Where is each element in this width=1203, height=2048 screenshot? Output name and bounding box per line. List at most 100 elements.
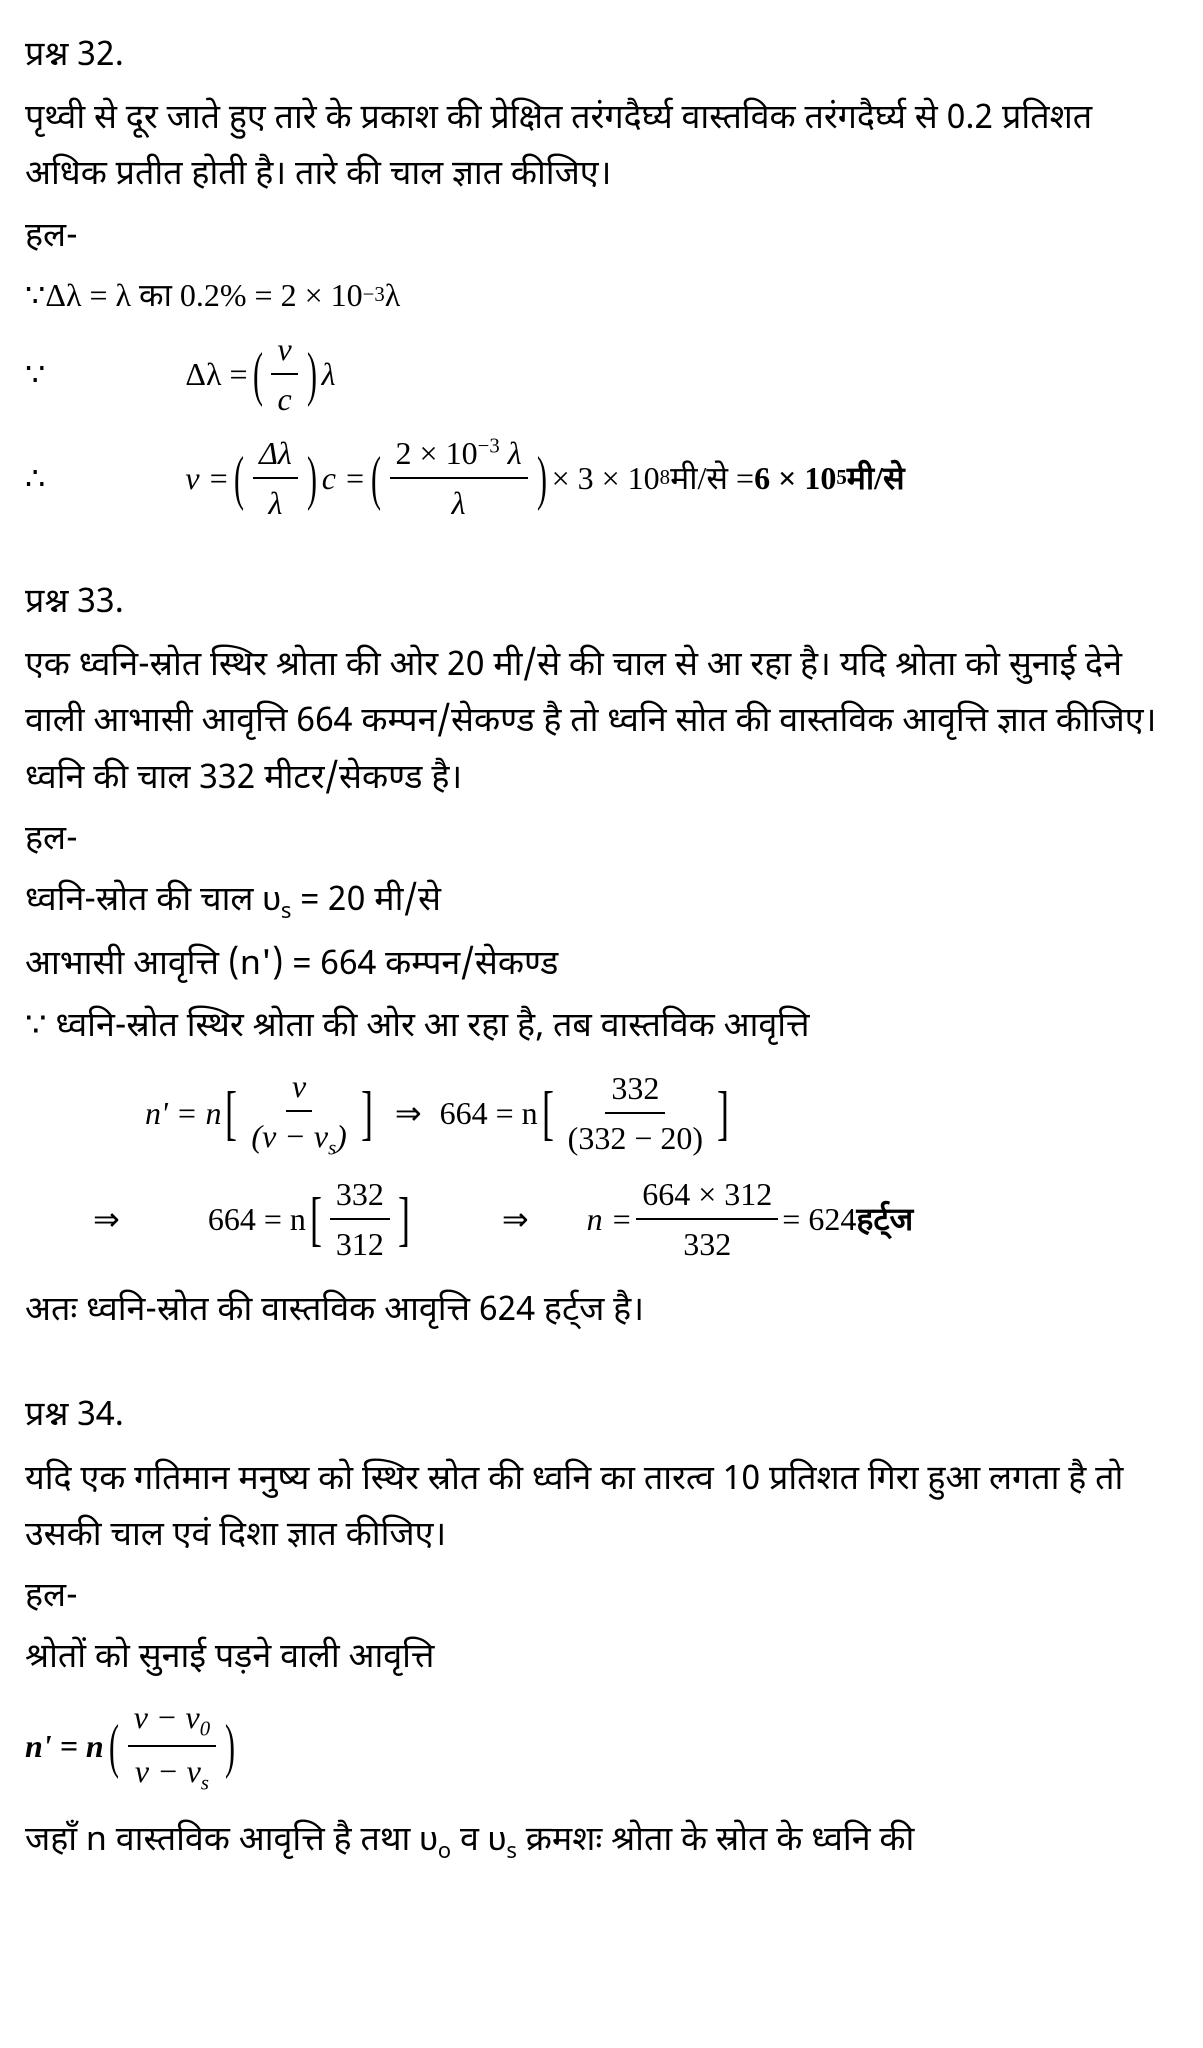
q32-m3-f2: 2 × 10−3 λ λ <box>390 429 528 527</box>
q33-conclusion: अतः ध्वनि-स्रोत की वास्तविक आवृत्ति 624 … <box>25 1284 1178 1340</box>
q32-m3-f2-den: λ <box>446 479 472 527</box>
q33-m1-den-post: ) <box>336 1118 347 1154</box>
q33-m1-rhs: 664 = n <box>440 1089 538 1137</box>
q32-m3-f1-num: Δλ <box>253 429 298 479</box>
q33-l1-a: ध्वनि-स्रोत की चाल υ <box>25 880 281 924</box>
q32-m3-r2-unit: मी/से <box>847 454 905 502</box>
q34-m1-den-a: v − v <box>135 1753 201 1789</box>
q32-m3-r1: × 3 × 10 <box>552 454 660 502</box>
q32-m3-r2-exp: 5 <box>836 462 846 493</box>
q32-m3-f2-num: 2 × 10−3 λ <box>390 429 528 479</box>
q33-line3: ∵ ध्वनि-स्रोत स्थिर श्रोता की ओर आ रहा ह… <box>25 1000 1178 1056</box>
q34-m1-den: v − vs <box>129 1747 215 1799</box>
q33-math-1: n' = n [ v (v − vs) ] ⇒ 664 = n [ 332 (3… <box>25 1062 1178 1164</box>
q34-l2-b: व υ <box>451 1820 506 1864</box>
q33-m2-f2-den: 332 <box>677 1220 737 1268</box>
q33-m1-den-a: (v − v <box>251 1118 328 1154</box>
q34-title: प्रश्न 34. <box>25 1390 1178 1444</box>
lparen-icon: ( <box>109 1722 119 1770</box>
q32-m3-f2-num-b: λ <box>500 435 522 471</box>
q33-m2-unit: हर्ट्ज <box>856 1195 913 1243</box>
rparen-icon: ) <box>307 350 317 398</box>
arrow-icon: ⇒ <box>93 1195 120 1243</box>
q32-m3-f1-den: λ <box>263 479 289 527</box>
q32-m1-post: λ <box>385 271 401 319</box>
q32-m3-f2-num-exp: −3 <box>478 434 500 457</box>
lparen-icon: ( <box>234 454 244 502</box>
q32-title: प्रश्न 32. <box>25 30 1178 84</box>
q33-l1-post: = 20 मी/से <box>292 880 441 924</box>
q32-m1-exp: −3 <box>363 279 385 310</box>
lbracket-icon: [ <box>225 1089 237 1137</box>
q32-math-1: ∵Δλ = λ का 0.2% = 2 × 10−3 λ <box>25 271 1178 319</box>
q33-line1: ध्वनि-स्रोत की चाल υs = 20 मी/से <box>25 874 1178 932</box>
q34-line1: श्रोतों को सुनाई पड़ने वाली आवृत्ति <box>25 1631 1178 1687</box>
q33-m1-num: v <box>286 1062 312 1112</box>
q32-m2-lhs: Δλ = <box>185 350 247 398</box>
rparen-icon: ) <box>307 454 317 502</box>
q32-m3-r1-exp: 8 <box>660 462 670 493</box>
q33-m2-f2-num: 664 × 312 <box>636 1170 778 1220</box>
q34-sol-label: हल- <box>25 1571 1178 1625</box>
rbracket-icon: ] <box>361 1089 373 1137</box>
q32-m2-rhs: λ <box>322 350 336 398</box>
q34-l2-c: क्रमशः श्रोता के स्रोत के ध्वनि की <box>517 1820 914 1864</box>
q33-line2: आभासी आवृत्ति (n') = 664 कम्पन/सेकण्ड <box>25 938 1178 994</box>
question-33: प्रश्न 33. एक ध्वनि-स्रोत स्थिर श्रोता क… <box>25 577 1178 1340</box>
q34-line2: जहाँ n वास्तविक आवृत्ति है तथा υo व υs क… <box>25 1814 1178 1872</box>
q33-m1-den: (v − vs) <box>245 1112 352 1164</box>
q34-m1-num-sub: 0 <box>200 1718 210 1741</box>
lparen-icon: ( <box>252 350 262 398</box>
q33-sol-label: हल- <box>25 814 1178 868</box>
q34-m1-num-a: v − v <box>134 1699 200 1735</box>
q33-m1-frac2: 332 (332 − 20) <box>562 1064 709 1162</box>
q32-math-2: ∵ Δλ = ( v c ) λ <box>25 325 1178 423</box>
q33-m2-frac2: 664 × 312 332 <box>636 1170 778 1268</box>
q32-m3-lhs: v = <box>185 454 229 502</box>
q32-m2-sym: ∵ <box>25 350 45 398</box>
q34-l2-sub1: o <box>438 1839 451 1868</box>
q33-m1-f2-num: 332 <box>605 1064 665 1114</box>
q33-m2-frac: 332 312 <box>330 1170 390 1268</box>
q32-m2-den: c <box>271 375 297 423</box>
question-32: प्रश्न 32. पृथ्वी से दूर जाते हुए तारे क… <box>25 30 1178 527</box>
q32-m3-sym: ∴ <box>25 454 45 502</box>
q32-m3-r1-unit: मी/से = <box>670 454 754 502</box>
q34-l2-a: जहाँ n वास्तविक आवृत्ति है तथा υ <box>25 1820 438 1864</box>
q32-m2-num: v <box>271 325 297 375</box>
q34-m1-lhs: n' = n <box>25 1722 104 1770</box>
q32-math-3: ∴ v = ( Δλ λ ) c = ( 2 × 10−3 λ λ ) × 3 … <box>25 429 1178 527</box>
q33-l1-sub: s <box>281 899 292 928</box>
q33-m2-lhs: 664 = n <box>208 1195 306 1243</box>
arrow-icon: ⇒ <box>395 1089 422 1137</box>
q32-m3-f2-num-a: 2 × 10 <box>396 435 478 471</box>
q32-text: पृथ्वी से दूर जाते हुए तारे के प्रकाश की… <box>25 92 1178 204</box>
question-34: प्रश्न 34. यदि एक गतिमान मनुष्य को स्थिर… <box>25 1390 1178 1872</box>
q33-m1-frac: v (v − vs) <box>245 1062 352 1164</box>
lbracket-icon: [ <box>542 1089 554 1137</box>
q32-m3-f1: Δλ λ <box>253 429 298 527</box>
q32-m2-frac: v c <box>271 325 297 423</box>
q33-m1-lhs: n' = n <box>145 1089 221 1137</box>
q33-title: प्रश्न 33. <box>25 577 1178 631</box>
q33-m2-eq: = 624 <box>782 1195 856 1243</box>
rparen-icon: ) <box>537 454 547 502</box>
rbracket-icon: ] <box>717 1089 729 1137</box>
q33-m2-den: 312 <box>330 1220 390 1268</box>
q34-math-1: n' = n ( v − v0 v − vs ) <box>25 1693 1178 1798</box>
q34-m1-den-sub: s <box>201 1771 209 1794</box>
q34-text: यदि एक गतिमान मनुष्य को स्थिर स्रोत की ध… <box>25 1453 1178 1565</box>
rparen-icon: ) <box>225 1722 235 1770</box>
q32-m1-pre: ∵Δλ = λ का 0.2% = 2 × 10 <box>25 271 363 319</box>
q33-text: एक ध्वनि-स्रोत स्थिर श्रोता की ओर 20 मी/… <box>25 639 1178 807</box>
lparen-icon: ( <box>371 454 381 502</box>
q33-math-2: ⇒ 664 = n [ 332 312 ] ⇒ n = 664 × 312 33… <box>25 1170 1178 1268</box>
arrow-icon: ⇒ <box>502 1195 529 1243</box>
q34-l2-sub2: s <box>506 1839 517 1868</box>
q33-m1-den-sub: s <box>328 1137 336 1160</box>
q33-m2-num: 332 <box>330 1170 390 1220</box>
q34-m1-num: v − v0 <box>128 1693 216 1747</box>
q33-m1-f2-den: (332 − 20) <box>562 1114 709 1162</box>
rbracket-icon: ] <box>398 1195 410 1243</box>
q32-m3-mid: c = <box>322 454 366 502</box>
